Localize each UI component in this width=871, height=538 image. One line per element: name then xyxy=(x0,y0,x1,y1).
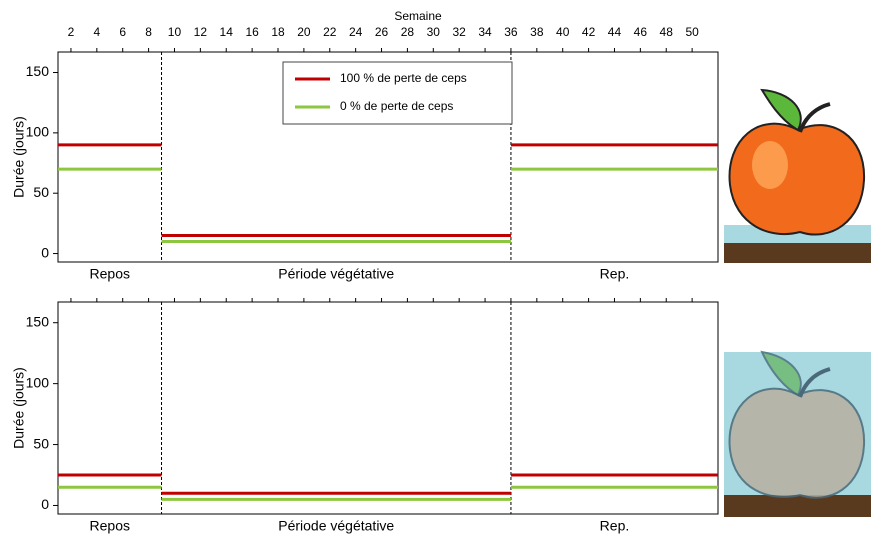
y-tick-label: 150 xyxy=(26,313,50,329)
x-tick-label: 46 xyxy=(634,25,648,39)
plot-frame xyxy=(57,51,719,263)
y-tick-label: 50 xyxy=(33,184,49,200)
x-tick-label: 6 xyxy=(119,25,126,39)
x-tick-label: 28 xyxy=(401,25,415,39)
y-axis-label: Durée (jours) xyxy=(11,116,27,198)
x-axis-label: Semaine xyxy=(394,9,442,23)
plot-frame xyxy=(57,301,719,515)
legend-box xyxy=(282,61,513,125)
x-tick-label: 16 xyxy=(245,25,259,39)
x-tick-label: 44 xyxy=(608,25,622,39)
period-label: Repos xyxy=(90,266,130,282)
y-tick-label: 0 xyxy=(41,496,49,512)
x-tick-label: 18 xyxy=(271,25,285,39)
x-tick-label: 34 xyxy=(478,25,492,39)
y-tick-label: 100 xyxy=(26,374,50,390)
x-tick-label: 42 xyxy=(582,25,596,39)
x-tick-label: 30 xyxy=(427,25,441,39)
period-label: Rep. xyxy=(600,266,630,282)
y-tick-label: 150 xyxy=(26,63,50,79)
x-tick-label: 26 xyxy=(375,25,389,39)
period-label: Repos xyxy=(90,518,130,534)
x-tick-label: 8 xyxy=(145,25,152,39)
apple-faded xyxy=(724,350,871,517)
x-tick-label: 32 xyxy=(452,25,466,39)
x-tick-label: 38 xyxy=(530,25,544,39)
x-tick-label: 2 xyxy=(68,25,75,39)
x-tick-label: 10 xyxy=(168,25,182,39)
x-tick-label: 40 xyxy=(556,25,570,39)
x-tick-label: 50 xyxy=(685,25,699,39)
x-tick-label: 48 xyxy=(660,25,674,39)
x-tick-label: 12 xyxy=(194,25,208,39)
y-tick-label: 50 xyxy=(33,435,49,451)
y-tick-label: 0 xyxy=(41,244,49,260)
legend-label: 100 % de perte de ceps xyxy=(340,71,467,85)
x-tick-label: 4 xyxy=(93,25,100,39)
y-axis-label: Durée (jours) xyxy=(11,367,27,449)
x-tick-label: 36 xyxy=(504,25,518,39)
apple-healthy xyxy=(724,88,871,263)
x-tick-label: 20 xyxy=(297,25,311,39)
legend-label: 0 % de perte de ceps xyxy=(340,99,453,113)
x-tick-label: 14 xyxy=(220,25,234,39)
x-tick-label: 22 xyxy=(323,25,337,39)
y-tick-label: 100 xyxy=(26,124,50,140)
period-label: Rep. xyxy=(600,518,630,534)
period-label: Période végétative xyxy=(278,266,394,282)
x-tick-label: 24 xyxy=(349,25,363,39)
period-label: Période végétative xyxy=(278,518,394,534)
